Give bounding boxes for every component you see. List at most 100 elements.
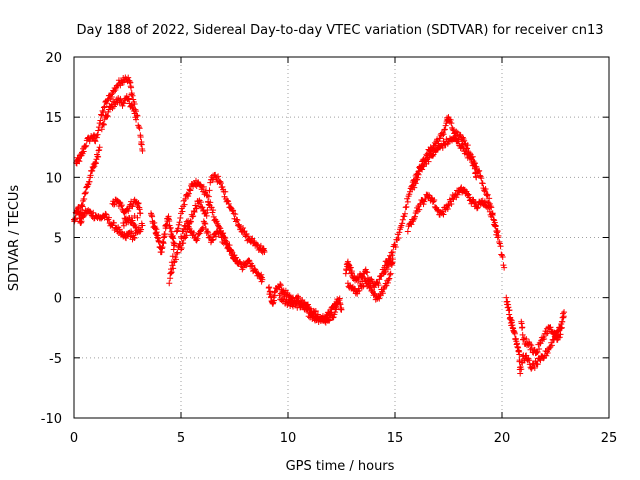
- data-point: [558, 325, 565, 332]
- data-point: [475, 168, 482, 175]
- data-point: [489, 212, 496, 219]
- data-point: [383, 282, 390, 289]
- data-point: [415, 171, 422, 178]
- data-point: [190, 213, 197, 220]
- data-point: [169, 262, 176, 269]
- data-point: [517, 370, 524, 377]
- data-point: [120, 220, 127, 227]
- data-point: [177, 215, 184, 222]
- data-point: [167, 270, 174, 277]
- data-point: [356, 287, 363, 294]
- data-point: [95, 153, 102, 160]
- data-point: [228, 248, 235, 255]
- data-point: [404, 228, 411, 235]
- data-point: [230, 207, 237, 214]
- data-point: [192, 236, 199, 243]
- data-point: [516, 351, 523, 358]
- data-point: [186, 186, 193, 193]
- data-point: [440, 211, 447, 218]
- data-point: [404, 198, 411, 205]
- data-point: [120, 99, 127, 106]
- data-point: [444, 205, 451, 212]
- data-point: [494, 228, 501, 235]
- data-point: [136, 125, 143, 132]
- data-point: [518, 366, 525, 373]
- data-point: [215, 173, 222, 180]
- data-point: [395, 234, 402, 241]
- data-point: [103, 211, 110, 218]
- data-point: [379, 290, 386, 297]
- data-point: [416, 163, 423, 170]
- scatter-series: [344, 270, 394, 303]
- data-point: [384, 259, 391, 266]
- data-point: [338, 306, 345, 313]
- data-point: [205, 193, 212, 200]
- data-point: [474, 204, 481, 211]
- data-point: [416, 206, 423, 213]
- data-point: [170, 265, 177, 272]
- data-point: [178, 235, 185, 242]
- data-point: [125, 95, 132, 102]
- data-point: [367, 282, 374, 289]
- data-point: [518, 359, 525, 366]
- data-point: [399, 220, 406, 227]
- data-point: [389, 248, 396, 255]
- data-point: [536, 346, 543, 352]
- data-point: [217, 178, 224, 185]
- data-point: [193, 205, 200, 212]
- data-point: [277, 282, 284, 289]
- data-point: [222, 237, 229, 244]
- data-point: [118, 78, 125, 85]
- data-point: [227, 247, 234, 254]
- data-point: [304, 301, 311, 308]
- data-point: [431, 196, 438, 203]
- data-point: [245, 257, 252, 264]
- data-point: [130, 108, 137, 115]
- x-axis-label: GPS time / hours: [286, 459, 395, 474]
- data-point: [179, 208, 186, 215]
- data-point: [418, 164, 425, 171]
- data-point: [552, 332, 559, 339]
- data-point: [534, 361, 541, 368]
- data-point: [103, 112, 110, 119]
- data-point: [125, 96, 132, 103]
- data-point: [182, 195, 189, 202]
- data-point: [80, 148, 87, 155]
- data-point: [447, 116, 454, 123]
- data-point: [497, 243, 504, 250]
- scatter-series: [98, 93, 140, 133]
- data-point: [204, 206, 211, 213]
- data-point: [558, 324, 565, 331]
- data-point: [484, 191, 491, 198]
- data-point: [429, 146, 436, 153]
- data-point: [177, 240, 184, 247]
- data-point: [184, 191, 191, 198]
- data-point: [486, 204, 493, 211]
- data-point: [384, 266, 391, 273]
- data-point: [540, 355, 547, 362]
- data-point: [173, 228, 180, 235]
- data-point: [384, 279, 391, 286]
- data-point: [131, 110, 138, 117]
- data-point: [118, 203, 125, 210]
- data-point: [404, 195, 411, 202]
- scatter-series: [342, 256, 396, 291]
- data-point: [484, 199, 491, 206]
- data-point: [380, 286, 387, 293]
- data-point: [364, 279, 371, 286]
- data-point: [355, 277, 362, 284]
- data-point: [476, 167, 483, 174]
- data-point: [464, 142, 471, 149]
- x-tick-label: 15: [387, 431, 404, 446]
- data-point: [110, 201, 117, 208]
- data-point: [454, 191, 461, 198]
- data-point: [367, 284, 374, 291]
- data-point: [334, 299, 341, 306]
- data-point: [229, 249, 236, 256]
- data-point: [403, 203, 410, 210]
- data-point: [203, 212, 210, 219]
- data-point: [547, 324, 554, 331]
- data-point: [97, 117, 104, 124]
- data-point: [326, 317, 333, 324]
